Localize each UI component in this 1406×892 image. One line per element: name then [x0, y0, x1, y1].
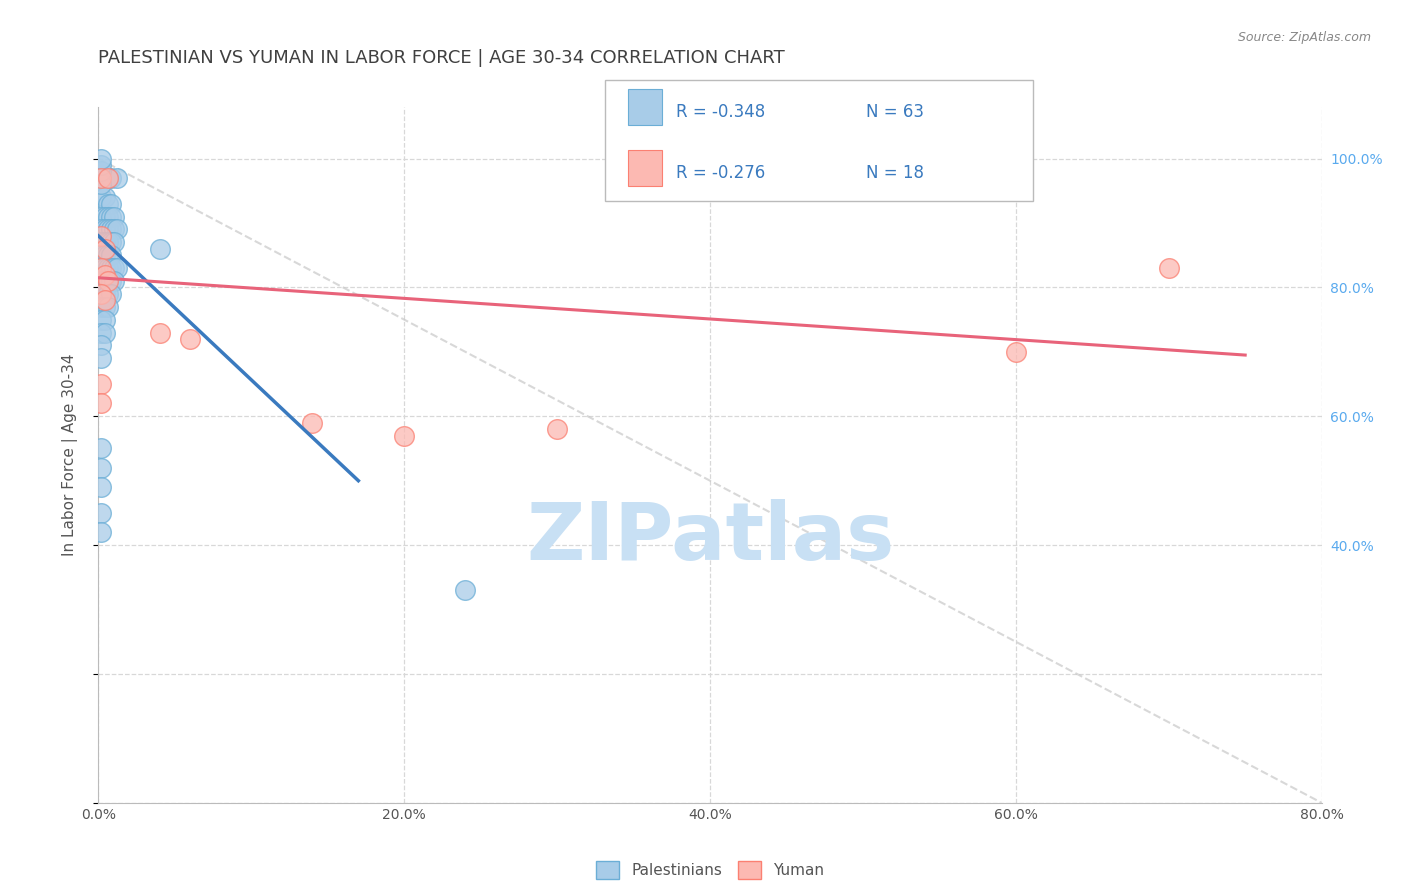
Point — [93, 190, 115, 204]
Point — [90, 396, 112, 410]
Point — [546, 422, 568, 436]
Text: R = -0.348: R = -0.348 — [676, 103, 765, 121]
Point — [93, 326, 115, 340]
Text: R = -0.276: R = -0.276 — [676, 164, 765, 182]
Point — [90, 248, 112, 262]
Point — [97, 170, 120, 185]
Point — [93, 312, 115, 326]
Point — [97, 222, 120, 236]
Point — [93, 268, 115, 282]
Point — [100, 170, 122, 185]
Point — [103, 274, 125, 288]
Point — [100, 235, 122, 250]
Point — [97, 286, 120, 301]
Point — [90, 158, 112, 172]
Point — [93, 293, 115, 308]
Point — [97, 170, 120, 185]
Point — [93, 248, 115, 262]
Point — [100, 274, 122, 288]
Point — [90, 525, 112, 540]
Point — [97, 235, 120, 250]
Point — [103, 222, 125, 236]
Point — [90, 326, 112, 340]
Point — [93, 210, 115, 224]
Point — [90, 228, 112, 243]
Point — [100, 210, 122, 224]
Point — [90, 351, 112, 366]
Point — [90, 261, 112, 276]
Text: ZIPatlas: ZIPatlas — [526, 500, 894, 577]
Point — [93, 235, 115, 250]
Text: PALESTINIAN VS YUMAN IN LABOR FORCE | AGE 30-34 CORRELATION CHART: PALESTINIAN VS YUMAN IN LABOR FORCE | AG… — [98, 49, 785, 67]
Point — [90, 190, 112, 204]
Point — [90, 274, 112, 288]
Point — [90, 164, 112, 178]
Point — [100, 196, 122, 211]
Point — [1004, 344, 1026, 359]
Point — [301, 416, 323, 430]
Text: N = 63: N = 63 — [866, 103, 924, 121]
Point — [93, 300, 115, 314]
Point — [90, 178, 112, 192]
Point — [90, 235, 112, 250]
Point — [90, 377, 112, 392]
Point — [97, 196, 120, 211]
Point — [90, 170, 112, 185]
Point — [1157, 261, 1180, 276]
Point — [392, 428, 416, 442]
Point — [179, 332, 201, 346]
Point — [105, 261, 128, 276]
Point — [90, 222, 112, 236]
Point — [97, 261, 120, 276]
Point — [90, 152, 112, 166]
Point — [100, 261, 122, 276]
Point — [90, 261, 112, 276]
Point — [149, 326, 172, 340]
Point — [93, 242, 115, 256]
Point — [97, 300, 120, 314]
Point — [103, 261, 125, 276]
Y-axis label: In Labor Force | Age 30-34: In Labor Force | Age 30-34 — [62, 353, 77, 557]
Point — [90, 210, 112, 224]
Point — [103, 235, 125, 250]
Point — [149, 242, 172, 256]
Point — [100, 286, 122, 301]
Point — [93, 261, 115, 276]
Point — [90, 460, 112, 475]
Point — [105, 170, 128, 185]
Point — [90, 170, 112, 185]
Point — [100, 222, 122, 236]
Point — [97, 274, 120, 288]
Point — [100, 248, 122, 262]
Point — [105, 222, 128, 236]
Text: Source: ZipAtlas.com: Source: ZipAtlas.com — [1237, 31, 1371, 45]
Point — [93, 286, 115, 301]
Point — [454, 583, 477, 598]
Point — [93, 274, 115, 288]
Text: N = 18: N = 18 — [866, 164, 924, 182]
Point — [90, 338, 112, 352]
Point — [90, 286, 112, 301]
Point — [97, 210, 120, 224]
Point — [90, 312, 112, 326]
Point — [103, 210, 125, 224]
Point — [97, 248, 120, 262]
Point — [93, 222, 115, 236]
Legend: Palestinians, Yuman: Palestinians, Yuman — [591, 855, 830, 886]
Point — [97, 274, 120, 288]
Point — [90, 480, 112, 494]
Point — [90, 286, 112, 301]
Point — [90, 300, 112, 314]
Point — [90, 506, 112, 520]
Point — [90, 442, 112, 456]
